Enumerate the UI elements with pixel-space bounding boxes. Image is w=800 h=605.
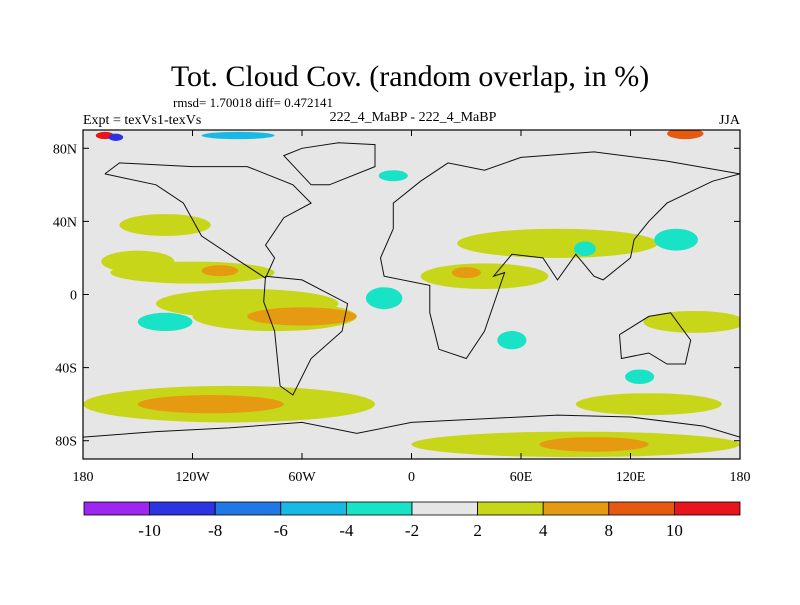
north-america-coast xyxy=(104,162,312,279)
colorbar: -10 -8 -6 -4 -2 2 4 8 10 xyxy=(83,501,741,540)
contour-region xyxy=(108,133,124,141)
colorbar-box xyxy=(214,501,282,516)
contour-region xyxy=(201,131,275,140)
colorbar-box xyxy=(149,501,216,516)
colorbar-label: 8 xyxy=(605,521,614,540)
colorbar-label: 10 xyxy=(666,521,683,540)
colorbar-label: -10 xyxy=(138,521,161,540)
contour-region xyxy=(575,393,722,416)
colorbar-box xyxy=(345,501,413,516)
x-tick-label: 0 xyxy=(408,470,415,485)
colorbar-box xyxy=(674,501,741,516)
y-tick-label: 0 xyxy=(70,289,77,304)
eurasia-africa-coast xyxy=(379,151,740,360)
antarctica-coast xyxy=(83,414,740,438)
australia-coast xyxy=(619,312,692,365)
contour-region xyxy=(573,241,596,257)
y-tick-label: 40N xyxy=(53,215,77,230)
greenland-coast xyxy=(282,142,376,186)
contour-region xyxy=(497,331,527,350)
contour-region xyxy=(137,395,284,414)
colorbar-label: -6 xyxy=(274,521,288,540)
y-axis: 80N 40N 0 40S 80S xyxy=(53,142,740,450)
colorbar-label: -4 xyxy=(339,521,354,540)
contour-region xyxy=(667,130,704,140)
colorbar-box xyxy=(83,501,150,516)
y-tick-label: 40S xyxy=(55,362,77,377)
colorbar-box xyxy=(280,501,347,516)
contour-region xyxy=(457,228,658,258)
x-tick-label: 180 xyxy=(73,470,94,485)
contour-regions xyxy=(83,130,740,458)
contour-region xyxy=(119,214,211,237)
contour-region xyxy=(420,263,549,290)
contour-region xyxy=(625,369,655,385)
colorbar-label: -2 xyxy=(405,521,419,540)
contour-region xyxy=(365,287,403,310)
x-tick-label: 60W xyxy=(288,470,316,485)
contour-region xyxy=(378,170,408,182)
contour-region xyxy=(654,228,699,251)
colorbar-box xyxy=(477,501,544,516)
contour-region xyxy=(539,437,649,452)
x-axis: 180 120W 60W 0 60E 120E 180 xyxy=(73,130,751,485)
south-america-coast xyxy=(263,275,349,396)
season-label: JJA xyxy=(719,113,741,128)
contour-region xyxy=(247,307,357,326)
y-tick-label: 80S xyxy=(55,435,77,450)
colorbar-label: -8 xyxy=(208,521,222,540)
case-label: 222_4_MaBP - 222_4_MaBP xyxy=(330,110,497,125)
colorbar-label: 2 xyxy=(473,521,482,540)
x-tick-label: 180 xyxy=(730,470,751,485)
contour-region xyxy=(137,312,193,332)
coastlines xyxy=(83,142,740,438)
x-tick-label: 120E xyxy=(616,470,646,485)
stats-text: rmsd= 1.70018 diff= 0.472141 xyxy=(173,95,333,110)
chart-title: Tot. Cloud Cov. (random overlap, in %) xyxy=(171,60,649,93)
contour-region xyxy=(451,267,481,279)
contour-region xyxy=(643,310,740,333)
contour-region xyxy=(201,265,239,277)
y-tick-label: 80N xyxy=(53,142,77,157)
contour-region xyxy=(110,261,275,284)
colorbar-box xyxy=(608,501,675,516)
x-tick-label: 120W xyxy=(175,470,210,485)
colorbar-label: 4 xyxy=(539,521,548,540)
colorbar-box xyxy=(542,501,610,516)
expt-label: Expt = texVs1-texVs xyxy=(83,113,201,128)
colorbar-box xyxy=(411,501,478,516)
x-tick-label: 60E xyxy=(510,470,533,485)
